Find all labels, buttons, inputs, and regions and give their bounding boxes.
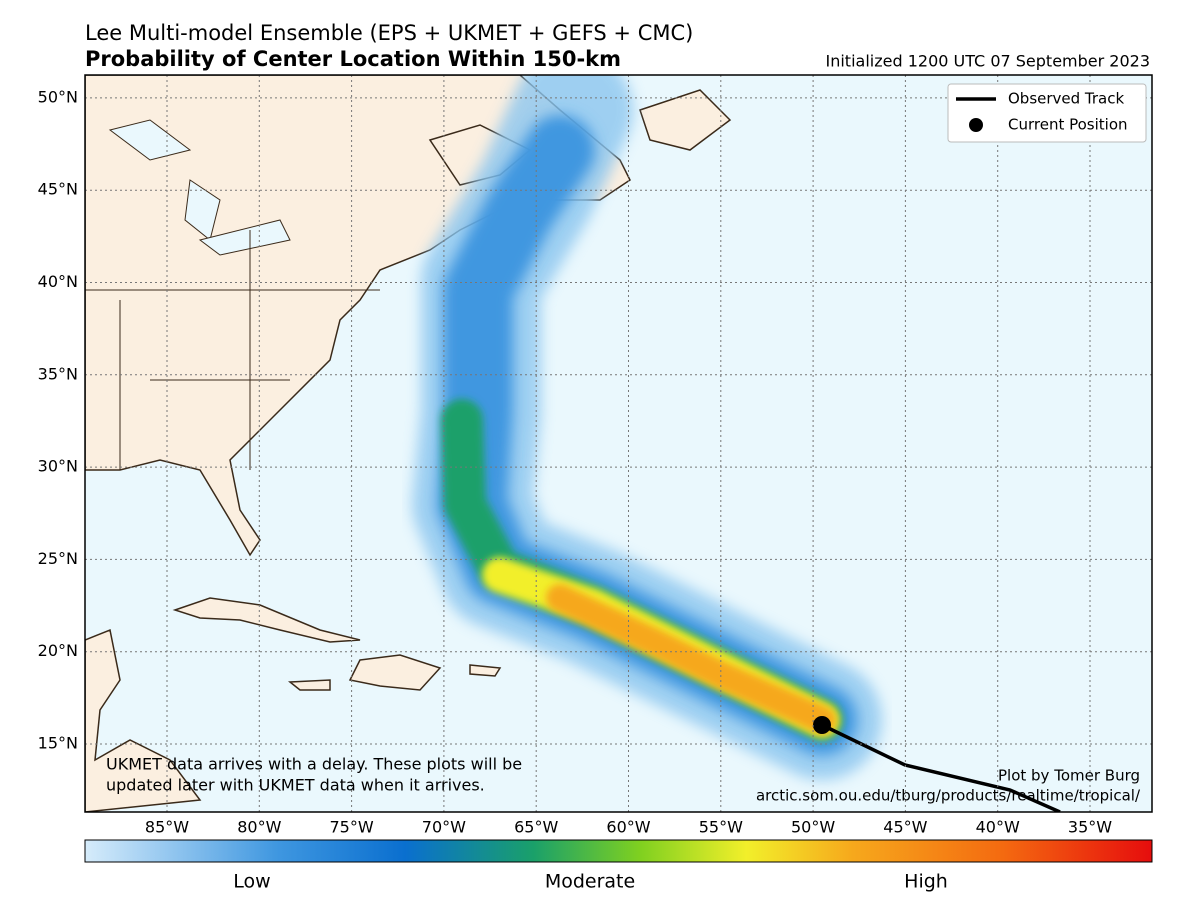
lon-tick-label: 85°W	[145, 818, 189, 837]
legend-box	[947, 83, 1147, 143]
borders	[85, 230, 380, 470]
legend-label: Current Position	[1008, 116, 1128, 134]
lon-tick-label: 80°W	[237, 818, 281, 837]
lon-tick-label: 45°W	[883, 818, 927, 837]
lat-tick-label: 45°N	[38, 180, 78, 199]
lat-tick-label: 40°N	[38, 272, 78, 291]
colorbar-label: Moderate	[545, 871, 635, 893]
lon-tick-label: 50°W	[791, 818, 835, 837]
probability-swath	[412, 75, 882, 780]
current-position	[813, 716, 831, 734]
legend-label: Observed Track	[1008, 90, 1124, 108]
init-time: Initialized 1200 UTC 07 September 2023	[826, 52, 1151, 71]
lon-tick-label: 35°W	[1068, 818, 1112, 837]
lon-tick-label: 65°W	[514, 818, 558, 837]
credit: Plot by Tomer Burg	[998, 767, 1140, 785]
lat-tick-label: 50°N	[38, 87, 78, 106]
map-frame	[84, 74, 1153, 813]
lon-tick-label: 60°W	[606, 818, 650, 837]
observed-track	[821, 723, 1061, 812]
lat-tick-label: 30°N	[38, 457, 78, 476]
subtitle: Probability of Center Location Within 15…	[85, 47, 621, 71]
colorbar-label: Low	[233, 871, 270, 893]
lat-tick-label: 35°N	[38, 364, 78, 383]
lon-tick-label: 40°W	[976, 818, 1020, 837]
colorbar-label: High	[904, 871, 948, 893]
colorbar	[84, 839, 1153, 863]
lon-tick-label: 70°W	[422, 818, 466, 837]
note: updated later with UKMET data when it ar…	[106, 776, 485, 795]
credit: arctic.som.ou.edu/tburg/products/realtim…	[756, 787, 1141, 805]
legend: Observed Track Current Position	[947, 83, 1147, 143]
legend-dot	[969, 118, 983, 132]
map	[85, 75, 1152, 812]
title: Lee Multi-model Ensemble (EPS + UKMET + …	[85, 21, 693, 45]
lat-tick-label: 15°N	[38, 734, 78, 753]
lat-tick-label: 20°N	[38, 641, 78, 660]
lat-tick-label: 25°N	[38, 549, 78, 568]
lon-tick-label: 75°W	[330, 818, 374, 837]
lon-tick-label: 55°W	[699, 818, 743, 837]
lakes	[108, 119, 291, 256]
note: UKMET data arrives with a delay. These p…	[106, 755, 522, 774]
